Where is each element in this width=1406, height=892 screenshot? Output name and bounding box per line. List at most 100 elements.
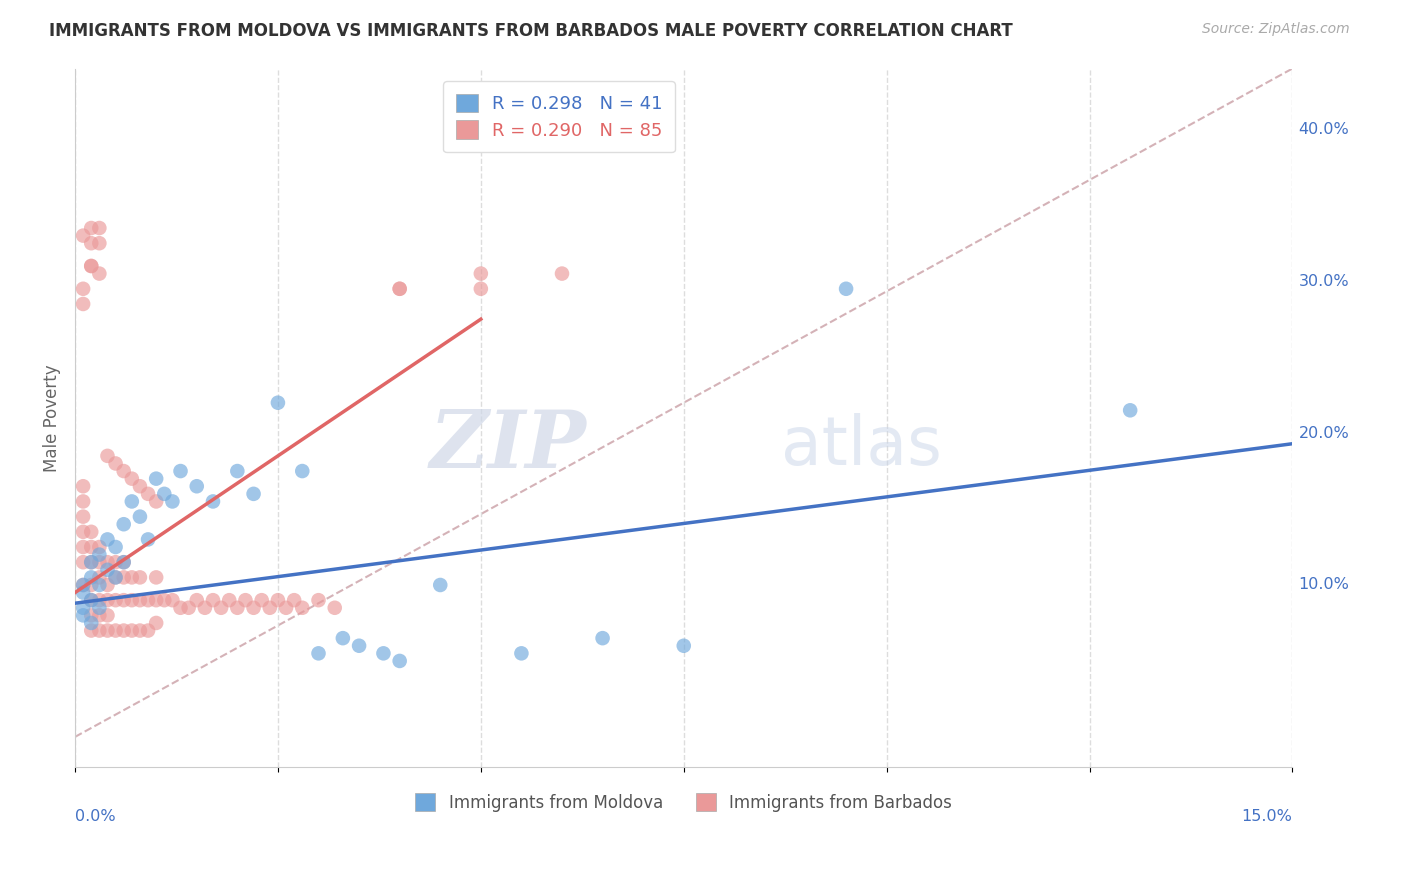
Text: 30.0%: 30.0% xyxy=(1299,274,1350,289)
Point xyxy=(218,593,240,607)
Point xyxy=(121,472,143,486)
Text: 10.0%: 10.0% xyxy=(1299,577,1350,592)
Point xyxy=(201,494,224,508)
Point xyxy=(373,646,395,660)
Point xyxy=(129,509,152,524)
Point xyxy=(104,593,127,607)
Point xyxy=(121,494,143,508)
Point xyxy=(72,555,94,569)
Point xyxy=(388,654,411,668)
Text: 40.0%: 40.0% xyxy=(1299,122,1350,136)
Point xyxy=(177,600,200,615)
Point xyxy=(551,267,574,281)
Point xyxy=(80,615,103,630)
Point xyxy=(592,631,614,645)
Point xyxy=(80,555,103,569)
Point xyxy=(96,608,118,623)
Point xyxy=(332,631,354,645)
Point xyxy=(162,494,184,508)
Point xyxy=(104,555,127,569)
Point xyxy=(72,494,94,508)
Point xyxy=(1119,403,1142,417)
Point xyxy=(104,624,127,638)
Point xyxy=(308,646,330,660)
Point xyxy=(347,639,370,653)
Point xyxy=(89,578,111,592)
Point xyxy=(80,540,103,554)
Point xyxy=(136,624,159,638)
Point xyxy=(96,555,118,569)
Point xyxy=(72,578,94,592)
Point xyxy=(104,540,127,554)
Point xyxy=(388,282,411,296)
Point xyxy=(283,593,305,607)
Point xyxy=(121,593,143,607)
Point xyxy=(72,524,94,539)
Point xyxy=(96,563,118,577)
Point xyxy=(153,487,176,501)
Point xyxy=(72,578,94,592)
Point xyxy=(112,555,135,569)
Point xyxy=(145,593,167,607)
Point xyxy=(72,585,94,599)
Point xyxy=(89,221,111,235)
Point xyxy=(129,479,152,493)
Point xyxy=(510,646,533,660)
Point xyxy=(89,267,111,281)
Point xyxy=(72,608,94,623)
Point xyxy=(145,570,167,584)
Point xyxy=(136,487,159,501)
Point xyxy=(89,540,111,554)
Point xyxy=(201,593,224,607)
Point xyxy=(112,464,135,478)
Point xyxy=(291,600,314,615)
Point xyxy=(89,600,111,615)
Point xyxy=(121,570,143,584)
Point xyxy=(672,639,695,653)
Point xyxy=(89,548,111,562)
Point xyxy=(153,593,176,607)
Point xyxy=(80,570,103,584)
Point xyxy=(291,464,314,478)
Point xyxy=(72,282,94,296)
Point xyxy=(72,228,94,243)
Point xyxy=(145,472,167,486)
Point xyxy=(470,282,492,296)
Point xyxy=(89,570,111,584)
Point xyxy=(242,487,264,501)
Point xyxy=(112,517,135,532)
Point xyxy=(80,593,103,607)
Point xyxy=(145,494,167,508)
Point xyxy=(80,259,103,273)
Point xyxy=(250,593,273,607)
Text: ZIP: ZIP xyxy=(429,407,586,484)
Point xyxy=(226,600,249,615)
Point xyxy=(194,600,217,615)
Point xyxy=(267,395,290,409)
Point xyxy=(129,593,152,607)
Point xyxy=(72,600,94,615)
Point xyxy=(89,608,111,623)
Point xyxy=(80,593,103,607)
Point xyxy=(308,593,330,607)
Point xyxy=(80,524,103,539)
Point xyxy=(72,479,94,493)
Point xyxy=(112,555,135,569)
Point xyxy=(259,600,281,615)
Text: Source: ZipAtlas.com: Source: ZipAtlas.com xyxy=(1202,22,1350,37)
Text: 20.0%: 20.0% xyxy=(1299,425,1350,441)
Point xyxy=(96,449,118,463)
Y-axis label: Male Poverty: Male Poverty xyxy=(44,364,60,472)
Point xyxy=(470,267,492,281)
Point xyxy=(835,282,858,296)
Point xyxy=(112,593,135,607)
Point xyxy=(80,608,103,623)
Text: IMMIGRANTS FROM MOLDOVA VS IMMIGRANTS FROM BARBADOS MALE POVERTY CORRELATION CHA: IMMIGRANTS FROM MOLDOVA VS IMMIGRANTS FR… xyxy=(49,22,1012,40)
Point xyxy=(136,533,159,547)
Point xyxy=(89,593,111,607)
Point xyxy=(186,593,208,607)
Point xyxy=(72,540,94,554)
Point xyxy=(145,615,167,630)
Text: 15.0%: 15.0% xyxy=(1241,809,1292,824)
Point xyxy=(96,578,118,592)
